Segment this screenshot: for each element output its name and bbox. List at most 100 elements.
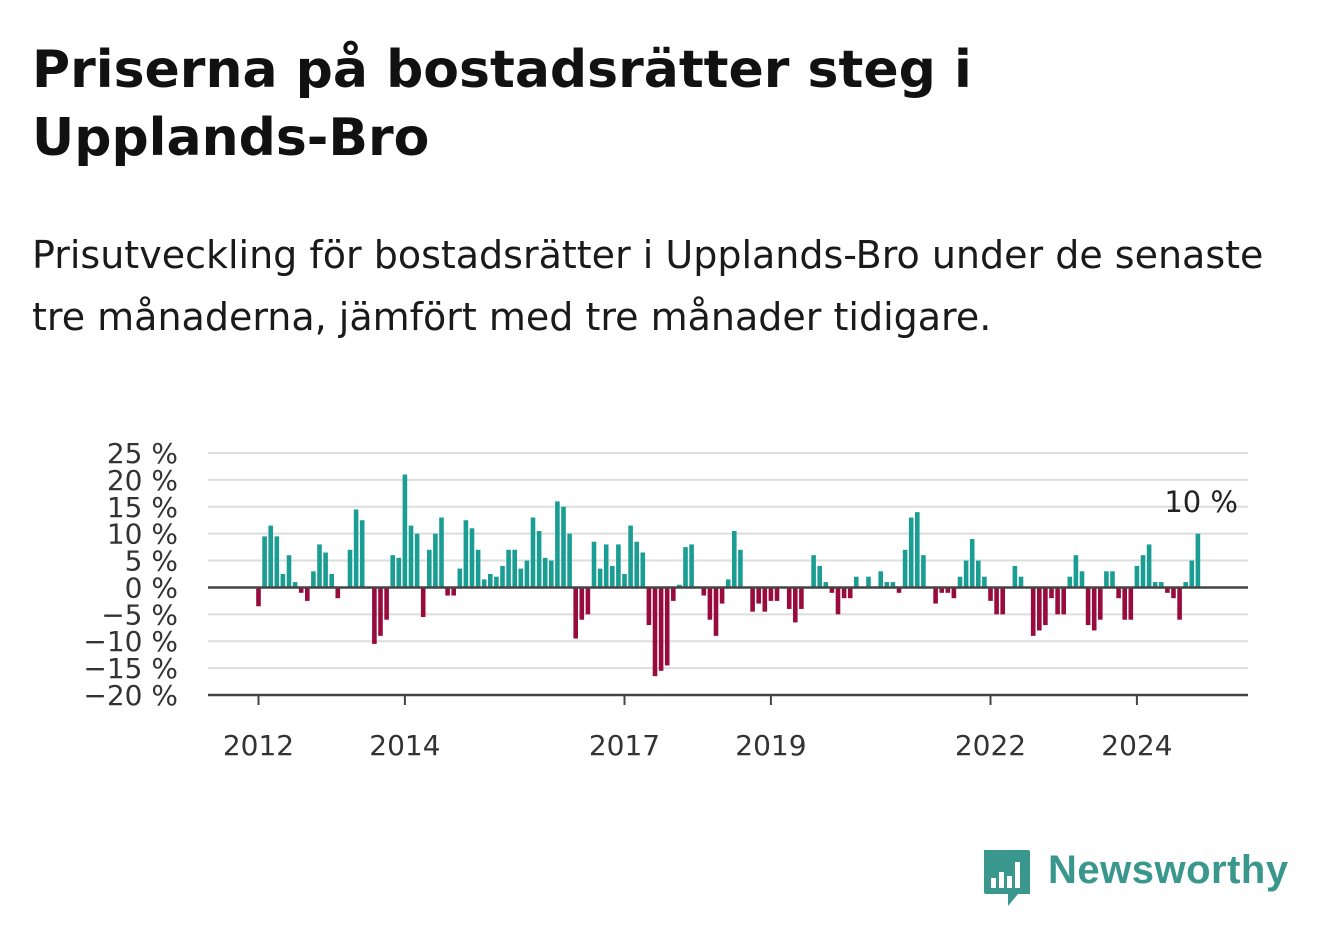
bar [335, 587, 341, 599]
bar [591, 541, 597, 588]
bar [982, 576, 987, 588]
bar [298, 587, 304, 593]
bar [1037, 587, 1042, 631]
bar [396, 557, 402, 588]
bar [878, 571, 883, 588]
bar [713, 587, 719, 636]
bar [567, 533, 572, 588]
bar [402, 474, 408, 588]
bar [616, 544, 621, 588]
bar [500, 565, 505, 588]
bar [292, 582, 298, 588]
bar [896, 587, 902, 593]
bar [945, 587, 951, 593]
y-tick-label: 20 % [107, 464, 178, 497]
bar [866, 576, 871, 588]
bar [524, 560, 530, 588]
x-tick-label: 2017 [589, 729, 660, 762]
bar [1030, 587, 1036, 636]
newsworthy-logo-icon [984, 850, 1030, 906]
bar [433, 533, 438, 588]
bar [988, 587, 993, 601]
bar [768, 587, 774, 601]
bar [451, 587, 456, 596]
bar [585, 587, 591, 615]
bar [359, 520, 365, 588]
bar [1189, 560, 1195, 588]
chart-title: Priserna på bostadsrätter steg i Uppland… [32, 40, 972, 168]
bar [329, 574, 334, 588]
bar [1159, 582, 1164, 588]
axes [208, 586, 1248, 697]
bar [390, 555, 395, 588]
y-tick-label: 15 % [107, 491, 178, 524]
bar [408, 525, 414, 588]
bar [262, 536, 267, 588]
bar [1140, 555, 1146, 588]
bar [1171, 587, 1176, 599]
bar [628, 525, 633, 588]
bar [817, 565, 822, 588]
bar [536, 530, 542, 588]
bar [957, 576, 963, 588]
chart-subtitle: Prisutveckling för bostadsrätter i Uppla… [32, 233, 1264, 339]
bar [311, 571, 316, 588]
bar [469, 528, 475, 588]
bar [1128, 587, 1134, 620]
x-tick-label: 2024 [1101, 729, 1172, 762]
bar [854, 576, 859, 588]
bar [445, 587, 450, 596]
bar [512, 549, 517, 588]
bar [939, 587, 944, 593]
bar [634, 541, 639, 588]
bar [915, 512, 920, 588]
bar [933, 587, 938, 604]
bar [274, 536, 280, 588]
bar [750, 587, 755, 612]
bar [1116, 587, 1121, 599]
bars [256, 474, 1201, 677]
y-axis-labels: −20 %−15 %−10 %−5 %0 %5 %10 %15 %20 %25 … [83, 437, 178, 712]
bar [1134, 565, 1140, 588]
bar [305, 587, 310, 601]
bar [597, 568, 603, 588]
bar [762, 587, 768, 612]
bar [530, 517, 536, 588]
grid-lines [208, 452, 1248, 670]
bar [1110, 571, 1115, 588]
x-axis-labels: 2012 2014 2017 2019 2022 2024 [223, 695, 1173, 762]
bar [549, 560, 554, 588]
bar [1091, 587, 1097, 631]
bar [1085, 587, 1091, 626]
y-tick-label: 10 % [107, 518, 178, 551]
bar [847, 587, 853, 599]
bar [732, 530, 737, 588]
latest-value-annotation: 10 % [1164, 485, 1238, 519]
bar [488, 574, 493, 588]
bar [463, 520, 469, 588]
bar [1043, 587, 1048, 626]
bar [841, 587, 847, 599]
bar [1146, 544, 1152, 588]
bar [280, 574, 286, 588]
bar [622, 574, 627, 588]
bar [1165, 587, 1170, 593]
bar [725, 579, 731, 588]
bar [689, 544, 694, 588]
x-tick-label: 2012 [223, 729, 294, 762]
bar [976, 560, 981, 588]
bar [1098, 587, 1103, 620]
bar [652, 587, 658, 677]
y-tick-label: 5 % [125, 545, 178, 578]
bar [610, 565, 615, 588]
bar [1152, 582, 1158, 588]
bar [414, 533, 420, 588]
bar [555, 501, 560, 588]
bar [1079, 571, 1085, 588]
bar [793, 587, 798, 623]
bar [457, 568, 463, 588]
bar [799, 587, 804, 609]
bar [1055, 587, 1060, 615]
bar [738, 549, 743, 588]
bar [1018, 576, 1024, 588]
